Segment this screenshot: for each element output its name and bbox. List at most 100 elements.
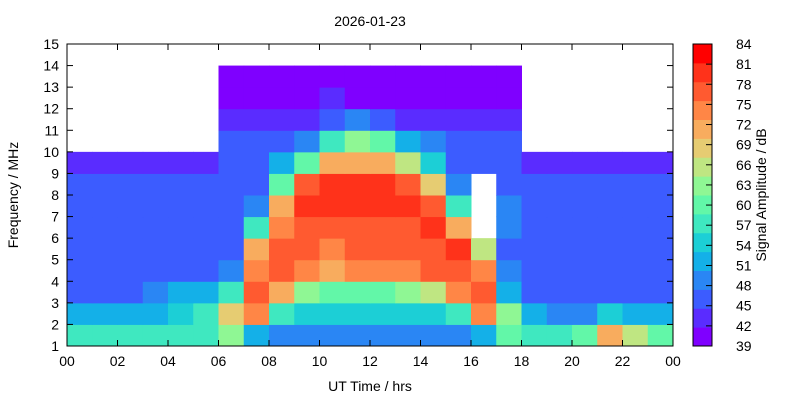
heatmap-cell <box>420 173 447 196</box>
heatmap-cell <box>269 87 295 110</box>
heatmap-cell <box>647 302 674 325</box>
heatmap-cell <box>647 151 674 174</box>
x-tick-label: 02 <box>110 353 126 369</box>
x-tick-label: 08 <box>261 353 277 369</box>
heatmap-cell <box>622 281 649 304</box>
colorbar-segment <box>693 44 712 64</box>
heatmap-cell <box>117 281 144 304</box>
heatmap-cell <box>445 108 472 131</box>
colorbar-tick-label: 54 <box>736 237 752 253</box>
colorbar-ticks: 84 81 78 75 72 69 66 63 60 57 54 51 48 45 42 39 <box>706 36 752 354</box>
colorbar-label: Signal Amplitude / dB <box>753 128 769 261</box>
heatmap-cell <box>496 324 522 347</box>
heatmap-cell <box>395 173 421 196</box>
y-tick-label: 9 <box>51 165 59 181</box>
heatmap-cell <box>269 259 295 282</box>
heatmap-cell <box>496 195 522 218</box>
heatmap-cell <box>370 173 396 196</box>
heatmap-cell <box>471 87 497 110</box>
heatmap-cell <box>370 130 396 153</box>
colorbar-segment <box>693 157 712 177</box>
x-tick-label: 20 <box>564 353 580 369</box>
heatmap-cell <box>218 281 245 304</box>
heatmap-cell <box>395 108 421 131</box>
heatmap-cell <box>597 216 623 239</box>
heatmap-cell <box>168 324 194 347</box>
x-tick-label: 10 <box>312 353 328 369</box>
heatmap-cell <box>67 324 93 347</box>
heatmap-cell <box>622 302 649 325</box>
heatmap-cell <box>420 302 447 325</box>
heatmap-cell <box>496 216 522 239</box>
heatmap-cell <box>344 173 371 196</box>
heatmap-cell <box>395 130 421 153</box>
heatmap-cell <box>92 259 118 282</box>
heatmap-cell <box>269 108 295 131</box>
heatmap-cell <box>67 259 93 282</box>
heatmap-cell <box>546 302 573 325</box>
heatmap-cell <box>471 238 497 261</box>
heatmap-cell <box>647 281 674 304</box>
heatmap-cell <box>218 151 245 174</box>
heatmap-cell <box>344 238 371 261</box>
heatmap-cell <box>395 324 421 347</box>
heatmap-cell <box>597 195 623 218</box>
heatmap-cell <box>344 195 371 218</box>
heatmap-cell <box>445 281 472 304</box>
heatmap-cell <box>243 324 270 347</box>
heatmap-cell <box>218 87 245 110</box>
heatmap-cell <box>344 216 371 239</box>
heatmap-cell <box>445 130 472 153</box>
heatmap-cell <box>445 302 472 325</box>
heatmap-cell <box>546 151 573 174</box>
heatmap-cell <box>471 65 497 88</box>
heatmap-cell <box>521 151 548 174</box>
heatmap-cell <box>370 259 396 282</box>
heatmap-cell <box>294 65 320 88</box>
heatmap-cell <box>597 324 623 347</box>
heatmap-cell <box>294 130 320 153</box>
heatmap-cell <box>521 324 548 347</box>
heatmap-cell <box>496 173 522 196</box>
colorbar-tick-label: 81 <box>736 56 752 72</box>
y-tick-label: 3 <box>51 295 59 311</box>
heatmap-cell <box>269 173 295 196</box>
heatmap-cell <box>117 151 144 174</box>
heatmap-cell <box>572 195 598 218</box>
heatmap-cell <box>168 238 194 261</box>
heatmap-cells <box>67 65 674 347</box>
heatmap-cell <box>193 195 219 218</box>
y-tick-label: 5 <box>51 252 59 268</box>
heatmap-cell <box>243 87 270 110</box>
heatmap-cell <box>269 324 295 347</box>
heatmap-cell <box>395 281 421 304</box>
heatmap-cell <box>319 65 346 88</box>
heatmap-cell <box>344 65 371 88</box>
heatmap-cell <box>294 87 320 110</box>
heatmap-cell <box>344 87 371 110</box>
heatmap-cell <box>445 65 472 88</box>
heatmap-cell <box>597 259 623 282</box>
heatmap-cell <box>420 195 447 218</box>
colorbar-segment <box>693 213 712 234</box>
x-axis: 00 02 04 06 08 10 12 14 16 18 20 22 00 <box>59 44 681 369</box>
x-tick-label: 00 <box>59 353 75 369</box>
heatmap-cell <box>117 324 144 347</box>
heatmap-cell <box>572 151 598 174</box>
heatmap-cell <box>521 238 548 261</box>
colorbar-tick-label: 45 <box>736 298 752 314</box>
heatmap-cell <box>496 238 522 261</box>
heatmap-cell <box>370 65 396 88</box>
heatmap-cell <box>319 302 346 325</box>
heatmap-cell <box>243 130 270 153</box>
heatmap-cell <box>445 324 472 347</box>
heatmap-cell <box>218 216 245 239</box>
heatmap-cell <box>395 238 421 261</box>
heatmap-cell <box>269 302 295 325</box>
heatmap-cell <box>521 281 548 304</box>
heatmap-cell <box>647 195 674 218</box>
heatmap-cell <box>445 151 472 174</box>
heatmap-cell <box>496 130 522 153</box>
heatmap-cell <box>445 173 472 196</box>
heatmap-cell <box>218 130 245 153</box>
